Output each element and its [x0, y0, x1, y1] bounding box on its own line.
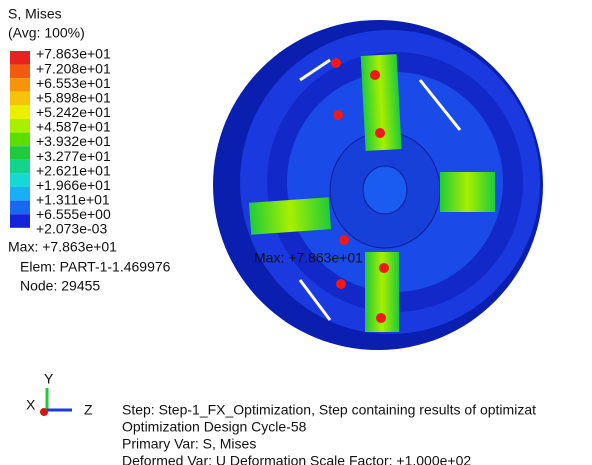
legend-swatch: [10, 160, 30, 174]
status-block: Step: Step-1_FX_Optimization, Step conta…: [122, 402, 536, 465]
legend: +7.863e+01+7.208e+01+6.553e+01+5.898e+01…: [10, 46, 111, 237]
legend-swatch: [10, 187, 30, 201]
max-value: Max: +7.863e+01: [8, 239, 117, 255]
legend-label: +3.277e+01: [36, 148, 111, 164]
legend-swatch: [10, 214, 30, 228]
triad-z: Z: [84, 402, 93, 418]
legend-swatch: [10, 65, 30, 79]
legend-label: +4.587e+01: [36, 119, 111, 135]
triad: [40, 388, 72, 416]
max-node: Node: 29455: [20, 278, 100, 294]
legend-swatch: [10, 146, 30, 160]
max-annotation: Max: +7.863e+01: [254, 250, 363, 266]
model: [213, 20, 543, 350]
legend-swatch: [10, 105, 30, 119]
triad-x: X: [26, 397, 36, 413]
legend-label: +6.555e+00: [36, 206, 111, 222]
legend-label: +1.966e+01: [36, 177, 111, 193]
legend-swatch: [10, 119, 30, 133]
viewport: Max: +7.863e+01 S, Mises (Avg: 100%) +7.…: [0, 0, 592, 465]
status-line: Deformed Var: U Deformation Scale Factor…: [122, 453, 471, 465]
legend-swatch: [10, 201, 30, 215]
legend-swatch: [10, 133, 30, 147]
legend-swatch: [10, 92, 30, 106]
max-elem: Elem: PART-1-1.469976: [20, 259, 171, 275]
triad-y: Y: [44, 371, 54, 387]
legend-swatch: [10, 173, 30, 187]
status-line: Step: Step-1_FX_Optimization, Step conta…: [122, 402, 536, 418]
legend-label: +2.073e-03: [36, 221, 107, 237]
legend-title: S, Mises: [8, 6, 62, 22]
status-line: Primary Var: S, Mises: [122, 436, 256, 452]
legend-swatch: [10, 51, 30, 65]
legend-swatch: [10, 78, 30, 92]
legend-label: +7.208e+01: [36, 60, 111, 76]
legend-subtitle: (Avg: 100%): [8, 25, 85, 41]
status-line: Optimization Design Cycle-58: [122, 419, 307, 435]
legend-label: +5.898e+01: [36, 89, 111, 105]
